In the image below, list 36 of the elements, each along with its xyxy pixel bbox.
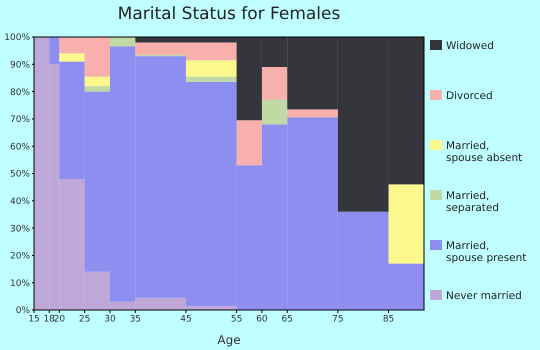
bar [110,37,136,47]
bar [236,120,262,166]
y-tick-label: 20% [10,252,30,262]
x-axis-title: Age [217,333,241,347]
bar [84,86,110,92]
y-tick-label: 50% [10,170,30,180]
x-tick-label: 45 [180,314,192,324]
x-tick-label: 55 [230,314,242,324]
y-tick-label: 60% [10,142,30,152]
y-tick-label: 90% [10,60,30,70]
x-tick-label: 60 [256,314,268,324]
x-tick-label: 35 [130,314,142,324]
x-tick-label: 15 [28,314,40,324]
bar [262,67,288,100]
y-tick-label: 30% [10,224,30,234]
x-tick-label: 20 [54,314,66,324]
legend-label: Married, spouse present [446,240,526,264]
x-tick-label: 18 [43,314,56,324]
y-tick-label: 10% [10,278,30,289]
legend-label: Never married [446,290,522,302]
chart-title: Marital Status for Females [116,4,342,24]
legend-label: Married, spouse absent [446,140,522,164]
y-tick-label: 100% [4,33,30,44]
x-tick-label: 75 [332,314,344,324]
legend-label: Divorced [446,90,493,102]
x-tick-label: 25 [78,314,90,324]
y-tick-label: 80% [10,88,30,98]
bar [262,100,288,124]
y-tick-label: 0% [16,306,30,316]
x-tick-label: 30 [104,314,116,324]
legend-label: Married, separated [446,190,500,214]
y-tick-label: 40% [10,196,30,207]
x-tick-label: 85 [382,314,394,324]
x-tick-label: 65 [282,314,293,324]
y-tick-label: 70% [10,115,30,126]
legend-label: Widowed [446,40,494,52]
